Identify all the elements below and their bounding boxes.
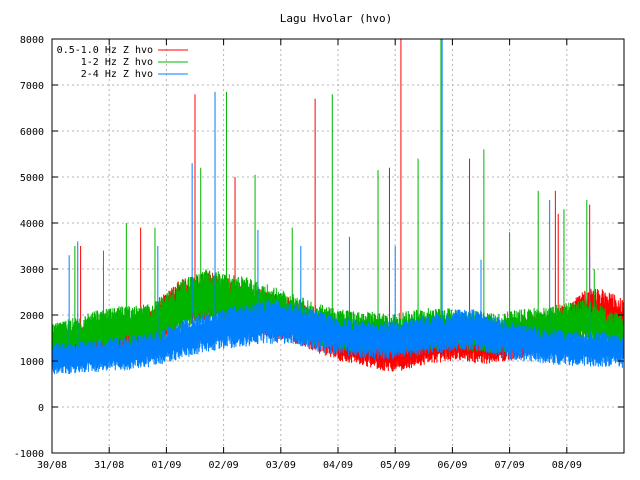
x-tick-label: 08/09 [552, 460, 582, 471]
chart-title: Lagu Hvolar (hvo) [280, 12, 393, 25]
legend-label: 0.5-1.0 Hz Z hvo [57, 45, 153, 56]
y-tick-label: 3000 [20, 265, 44, 276]
y-tick-label: 4000 [20, 219, 44, 230]
x-tick-labels: 30/08 31/08 01/09 02/09 03/09 04/09 05/09 06/09… [37, 460, 582, 471]
y-tick-label: 6000 [20, 127, 44, 138]
y-tick-label: 8000 [20, 35, 44, 46]
y-tick-label: 5000 [20, 173, 44, 184]
x-tick-label: 02/09 [209, 460, 239, 471]
y-tick-labels: -1000 0 1000 2000 3000 4000 5000 6000 7000 8000 [14, 35, 44, 460]
x-tick-label: 07/09 [495, 460, 525, 471]
y-tick-label: 1000 [20, 357, 44, 368]
x-tick-label: 31/08 [94, 460, 124, 471]
y-tick-label: 0 [38, 403, 44, 414]
legend-label: 1-2 Hz Z hvo [81, 57, 153, 68]
legend-label: 2-4 Hz Z hvo [81, 69, 153, 80]
x-tick-label: 30/08 [37, 460, 67, 471]
y-tick-label: 7000 [20, 81, 44, 92]
series-3 [51, 39, 625, 375]
y-tick-label: 2000 [20, 311, 44, 322]
x-tick-label: 05/09 [380, 460, 410, 471]
x-tick-label: 01/09 [151, 460, 181, 471]
x-tick-label: 03/09 [266, 460, 296, 471]
axis-ticks [51, 38, 625, 454]
y-tick-label: -1000 [14, 449, 44, 460]
x-tick-label: 04/09 [323, 460, 353, 471]
series-layer [51, 39, 625, 375]
x-tick-label: 06/09 [437, 460, 467, 471]
series-trace [51, 299, 625, 375]
